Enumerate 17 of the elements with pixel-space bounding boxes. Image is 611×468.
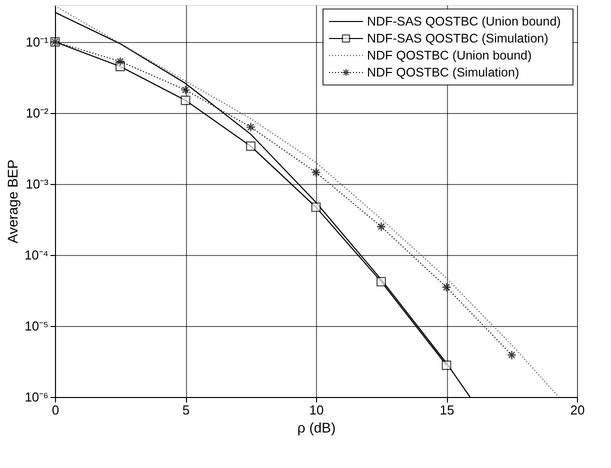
legend-label: NDF QOSTBC (Union bound) (367, 48, 532, 62)
y-axis-title: Average BEP (4, 160, 20, 244)
legend-label: NDF-SAS QOSTBC (Union bound) (367, 14, 561, 28)
x-tick-label: 20 (570, 402, 585, 418)
y-tick-label: 10⁻⁶ (24, 390, 48, 404)
y-tick-label: 10⁻³ (26, 176, 50, 192)
y-tick-label: 10⁻⁴ (24, 247, 48, 262)
y-tick-label: 10⁻² (26, 105, 50, 120)
x-tick-label: 0 (52, 402, 60, 418)
legend-label: NDF-SAS QOSTBC (Simulation) (367, 32, 548, 46)
x-tick-label: 5 (182, 402, 190, 418)
x-tick-label: 10 (309, 402, 324, 418)
x-tick-label: 15 (440, 402, 454, 418)
x-axis-title: ρ (dB) (297, 420, 336, 436)
y-tick-label: 10⁻⁵ (24, 318, 48, 334)
legend-label: NDF QOSTBC (Simulation) (367, 66, 520, 80)
y-tick-label: 10⁻¹ (26, 34, 50, 50)
